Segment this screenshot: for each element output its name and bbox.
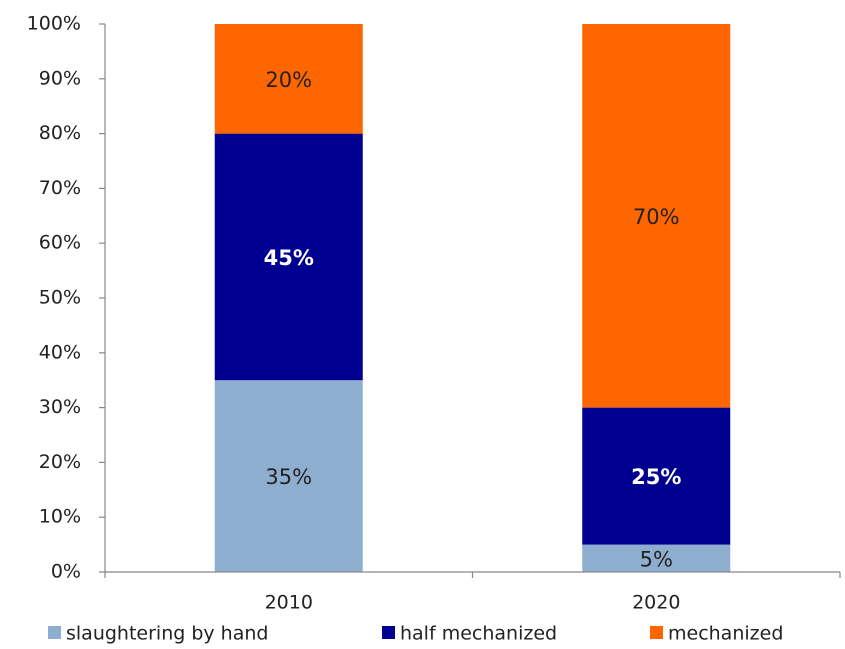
x-tick-label: 2010 <box>265 592 313 614</box>
y-tick-label: 100% <box>27 13 81 35</box>
y-tick-label: 30% <box>39 396 81 418</box>
data-label: 20% <box>265 68 312 92</box>
data-label: 70% <box>633 205 680 229</box>
bar-segment <box>582 24 731 408</box>
legend-swatch <box>48 626 61 639</box>
bar-segment <box>582 544 731 572</box>
legend-label: half mechanized <box>400 623 557 645</box>
legend-label: mechanized <box>668 623 783 645</box>
y-tick-label: 0% <box>51 561 81 583</box>
data-label: 25% <box>631 465 681 489</box>
y-tick-label: 40% <box>39 341 81 363</box>
bar-segment <box>214 380 363 572</box>
x-tick-label: 2020 <box>632 592 680 614</box>
data-label: 45% <box>264 246 314 270</box>
bar-segment <box>214 133 363 381</box>
legend-swatch <box>382 626 395 639</box>
y-tick-label: 20% <box>39 451 81 473</box>
y-tick-label: 60% <box>39 232 81 254</box>
bar-segment <box>582 407 731 545</box>
y-tick-label: 80% <box>39 122 81 144</box>
y-tick-label: 10% <box>39 506 81 528</box>
legend-swatch <box>650 626 663 639</box>
legend-label: slaughtering by hand <box>66 623 268 645</box>
y-tick-label: 50% <box>39 287 81 309</box>
y-tick-label: 70% <box>39 177 81 199</box>
y-tick-label: 90% <box>39 67 81 89</box>
bar-segment <box>214 24 363 134</box>
data-label: 5% <box>640 547 673 571</box>
data-label: 35% <box>265 465 312 489</box>
